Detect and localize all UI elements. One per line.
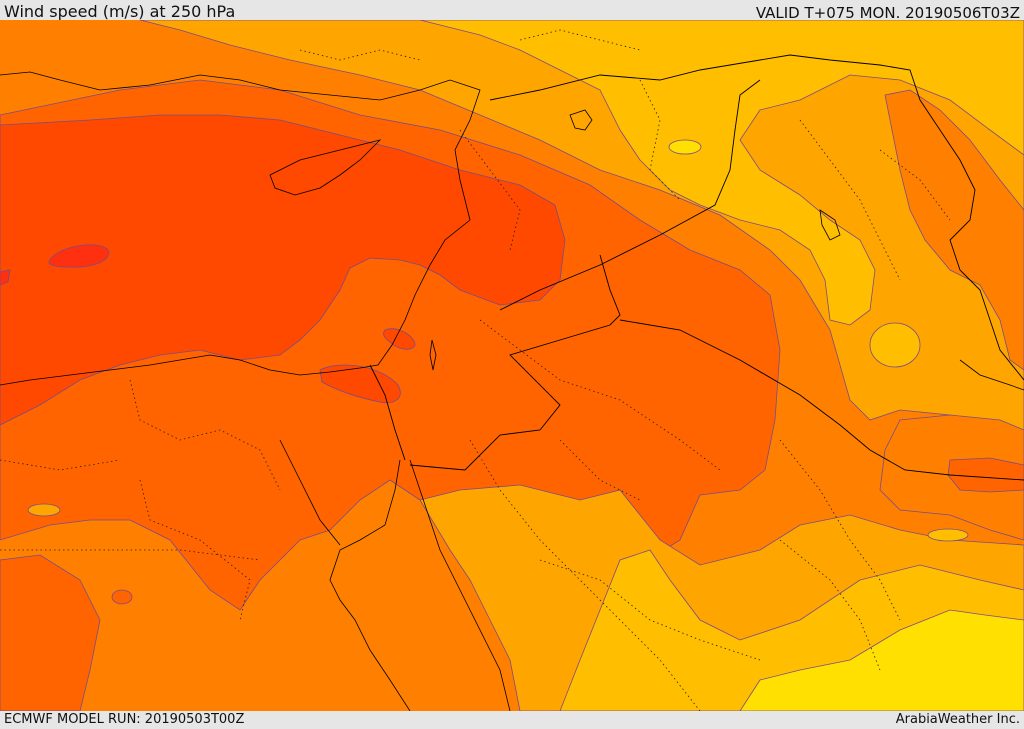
wind-speed-map[interactable] bbox=[0, 20, 1024, 711]
border-syria-iraq bbox=[499, 79, 761, 311]
map-header: Wind speed (m/s) at 250 hPa VALID T+075 … bbox=[0, 0, 1024, 22]
border-jordan-saudi bbox=[409, 254, 621, 471]
admin-boundaries bbox=[0, 29, 951, 711]
map-title: Wind speed (m/s) at 250 hPa bbox=[4, 2, 236, 21]
coastline-lake-urmia bbox=[819, 209, 841, 241]
coastline-dead-sea bbox=[429, 339, 437, 371]
credit-label: ArabiaWeather Inc. bbox=[895, 712, 1020, 727]
band-red-orange-east bbox=[947, 457, 1024, 493]
band-red-core bbox=[0, 114, 566, 426]
coastline-gulf-suez bbox=[279, 439, 341, 546]
band-deepest-red-2 bbox=[0, 269, 11, 286]
coastline-gulf bbox=[959, 359, 1024, 391]
coastline-lake-van bbox=[569, 109, 593, 131]
valid-time-label: VALID T+075 MON. 20190506T03Z bbox=[755, 4, 1020, 22]
yellow-patch-2 bbox=[869, 322, 921, 368]
band-deepest-red-1 bbox=[48, 244, 109, 268]
band-orange-southwest bbox=[0, 554, 101, 711]
border-turkey-syria-iraq bbox=[489, 54, 1024, 381]
yellow-patch-1 bbox=[668, 139, 702, 155]
border-israel-egypt bbox=[369, 364, 406, 461]
orange-patch-1 bbox=[27, 503, 61, 517]
coastline-north bbox=[0, 71, 481, 386]
yellow-patch-3 bbox=[927, 528, 969, 542]
border-iraq-saudi bbox=[619, 319, 1024, 481]
coastline-red-sea bbox=[329, 459, 411, 711]
band-yellow-north bbox=[419, 20, 1024, 326]
map-footer: ECMWF MODEL RUN: 20190503T00Z ArabiaWeat… bbox=[0, 711, 1024, 729]
coastline-cyprus bbox=[269, 139, 382, 196]
band-deepest-red-3 bbox=[383, 328, 416, 350]
coastline-red-sea-east bbox=[409, 459, 511, 711]
band-lightest-south bbox=[739, 609, 1024, 711]
map-canvas bbox=[0, 20, 1024, 711]
orange-patch-2 bbox=[111, 589, 133, 605]
band-deepest-red-4 bbox=[319, 364, 401, 404]
model-run-label: ECMWF MODEL RUN: 20190503T00Z bbox=[4, 712, 245, 727]
band-orange-east bbox=[884, 89, 1024, 371]
